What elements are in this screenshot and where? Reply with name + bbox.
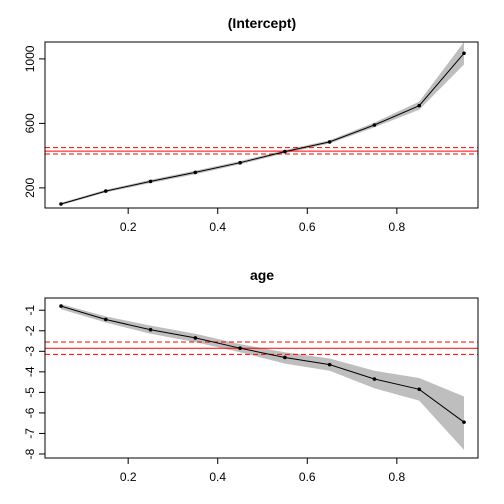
data-point: [193, 336, 198, 340]
data-point: [148, 179, 153, 184]
y-tick-label: -8: [23, 448, 37, 459]
y-tick-label: -6: [23, 407, 37, 418]
y-tick-label: -7: [23, 428, 37, 439]
estimate-line: [60, 52, 465, 205]
data-point: [238, 346, 242, 351]
data-point: [59, 304, 63, 308]
y-tick-label: -3: [23, 346, 37, 357]
panel-title: (Intercept): [228, 15, 296, 31]
x-tick-label: 0.8: [388, 220, 405, 234]
y-tick-label: 600: [23, 113, 37, 133]
x-tick-label: 0.8: [388, 470, 405, 484]
confidence-band: [61, 304, 464, 450]
x-tick-label: 0.6: [299, 220, 316, 234]
data-point: [327, 362, 332, 367]
y-tick-label: 200: [23, 178, 37, 198]
data-point: [327, 140, 332, 144]
x-tick-label: 0.6: [299, 470, 316, 484]
y-tick-label: -2: [23, 325, 37, 336]
y-tick-label: -5: [23, 387, 37, 398]
confidence-band: [61, 42, 464, 206]
plot-frame: [44, 297, 479, 459]
x-tick-label: 0.2: [120, 220, 137, 234]
x-tick-label: 0.4: [209, 220, 226, 234]
plot-frame: [44, 41, 479, 209]
data-point: [283, 355, 287, 360]
intercept-panel: (Intercept) 0.2 0.4 0.6 0.8 200 600 1000: [23, 15, 479, 234]
data-point: [417, 387, 422, 392]
data-point: [417, 103, 422, 108]
data-point: [462, 51, 466, 56]
y-tick-label: 1000: [23, 45, 37, 72]
data-point: [148, 327, 153, 332]
age-panel: age 0.2 0.4 0.6 0.8 -8 -7 -6 -5 -4 -3 -2 -1: [23, 267, 479, 484]
data-point: [103, 317, 108, 322]
data-point: [193, 170, 198, 175]
estimate-line: [60, 305, 465, 423]
data-point: [283, 149, 287, 154]
x-tick-label: 0.2: [120, 470, 137, 484]
data-point: [372, 377, 377, 381]
data-point: [103, 189, 108, 193]
data-point: [59, 202, 63, 206]
panel-title: age: [250, 267, 274, 283]
data-point: [372, 123, 377, 127]
y-tick-label: -1: [23, 305, 37, 316]
data-point: [238, 160, 242, 165]
x-tick-label: 0.4: [209, 470, 226, 484]
y-tick-label: -4: [23, 366, 37, 377]
data-point: [462, 420, 466, 424]
